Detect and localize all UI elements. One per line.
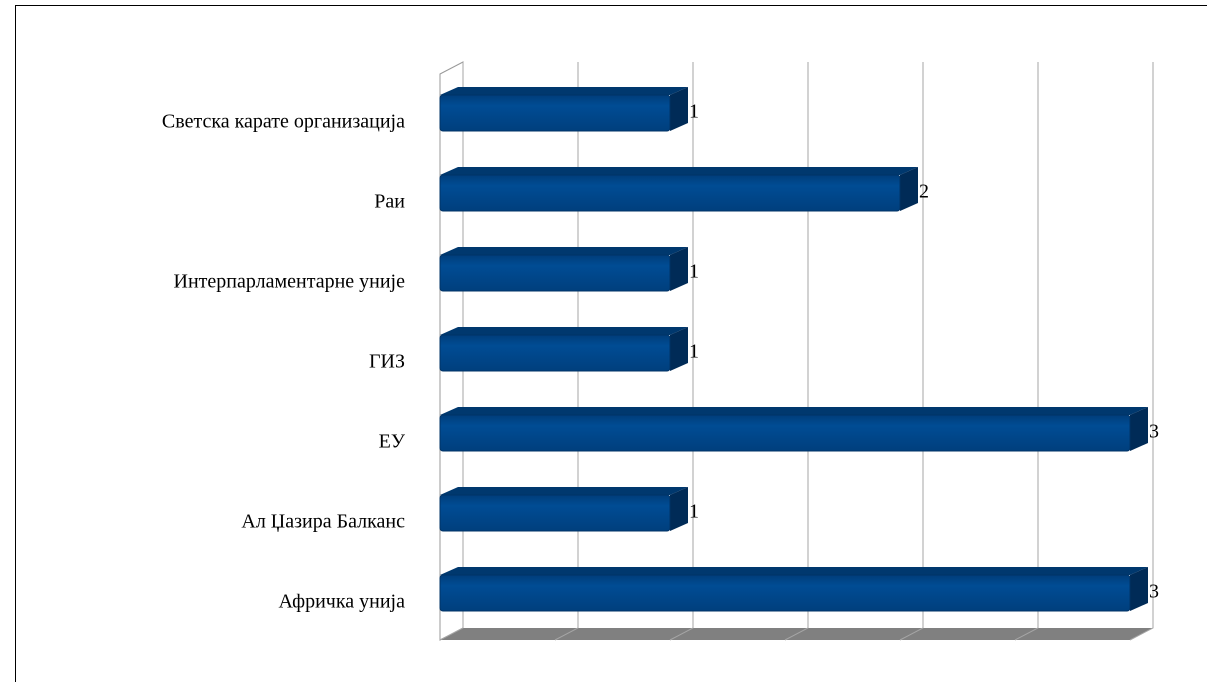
bar-top — [440, 567, 1148, 575]
bar — [439, 167, 918, 212]
data-label: 3 — [1149, 581, 1159, 603]
category-label: Афричка унија — [278, 591, 405, 613]
category-label: ЕУ — [379, 431, 406, 453]
data-label: 2 — [919, 181, 929, 203]
grid-line — [669, 62, 694, 641]
bar-top — [440, 407, 1148, 415]
category-label: Раи — [374, 191, 405, 213]
bar — [439, 327, 688, 372]
grid-line — [1129, 62, 1154, 641]
bar-front — [439, 174, 901, 212]
bar-end — [670, 87, 688, 131]
data-label: 1 — [689, 101, 699, 123]
bar-end — [670, 327, 688, 371]
bar-front — [439, 94, 671, 132]
bar-front — [439, 334, 671, 372]
bar-end — [900, 167, 918, 211]
category-label: ГИЗ — [369, 351, 405, 373]
data-label: 1 — [689, 261, 699, 283]
data-label: 3 — [1149, 421, 1159, 443]
data-label: 1 — [689, 501, 699, 523]
grid-line — [1014, 62, 1039, 641]
category-label: Ал Џазира Балканс — [241, 511, 405, 533]
grid-line — [899, 62, 924, 641]
bar — [439, 487, 688, 532]
bar-front — [439, 254, 671, 292]
category-label: Интерпарламентарне уније — [174, 271, 406, 293]
bar-top — [440, 327, 688, 335]
bar-top — [440, 167, 918, 175]
data-label: 1 — [689, 341, 699, 363]
bar-front — [439, 494, 671, 532]
bar — [439, 247, 688, 292]
bar-top — [440, 87, 688, 95]
bar — [439, 407, 1148, 452]
grid-line — [784, 62, 809, 641]
bar-end — [1130, 567, 1148, 611]
bar — [439, 567, 1148, 612]
bar-top — [440, 247, 688, 255]
category-label: Светска карате организација — [162, 111, 405, 133]
bar-front — [439, 574, 1131, 612]
bar-end — [670, 487, 688, 531]
bar-front — [439, 414, 1131, 452]
bar-top — [440, 487, 688, 495]
bar — [439, 87, 688, 132]
bar-end — [1130, 407, 1148, 451]
bar-end — [670, 247, 688, 291]
